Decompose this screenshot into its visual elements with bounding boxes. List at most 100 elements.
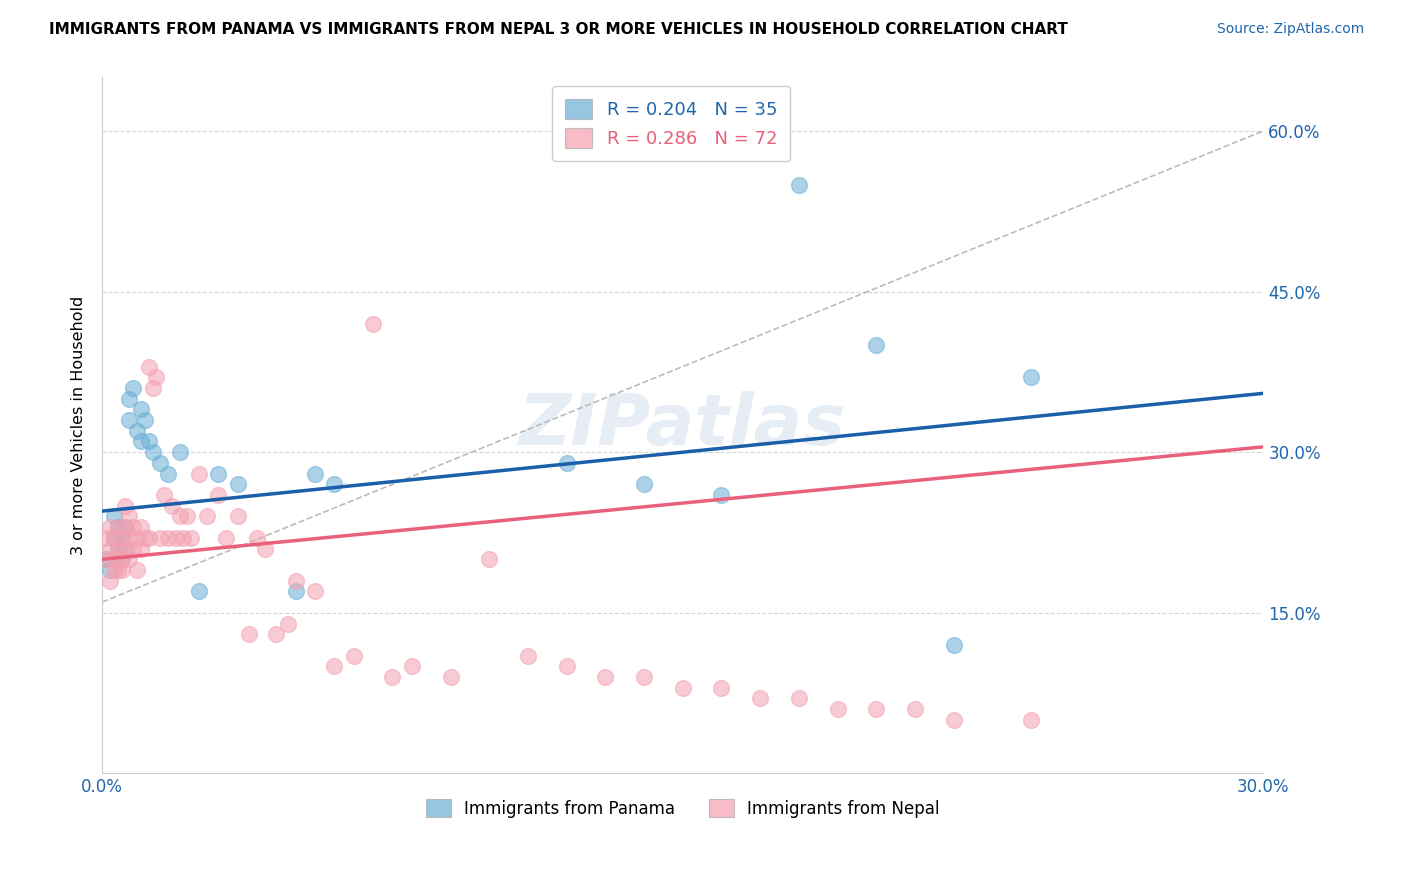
- Point: [138, 359, 160, 374]
- Point: [710, 488, 733, 502]
- Point: [439, 670, 461, 684]
- Point: [226, 477, 249, 491]
- Point: [138, 434, 160, 449]
- Point: [122, 381, 145, 395]
- Point: [710, 681, 733, 695]
- Point: [103, 563, 125, 577]
- Point: [122, 541, 145, 556]
- Point: [238, 627, 260, 641]
- Point: [107, 541, 129, 556]
- Point: [246, 531, 269, 545]
- Point: [122, 520, 145, 534]
- Point: [633, 477, 655, 491]
- Point: [304, 584, 326, 599]
- Point: [787, 691, 810, 706]
- Point: [323, 477, 346, 491]
- Point: [103, 531, 125, 545]
- Point: [207, 488, 229, 502]
- Point: [160, 499, 183, 513]
- Point: [98, 520, 121, 534]
- Point: [169, 509, 191, 524]
- Point: [595, 670, 617, 684]
- Point: [98, 563, 121, 577]
- Point: [110, 563, 132, 577]
- Point: [107, 520, 129, 534]
- Point: [633, 670, 655, 684]
- Point: [165, 531, 187, 545]
- Point: [149, 456, 172, 470]
- Point: [176, 509, 198, 524]
- Point: [103, 531, 125, 545]
- Point: [343, 648, 366, 663]
- Point: [401, 659, 423, 673]
- Point: [94, 552, 117, 566]
- Point: [827, 702, 849, 716]
- Point: [103, 552, 125, 566]
- Point: [865, 702, 887, 716]
- Text: Source: ZipAtlas.com: Source: ZipAtlas.com: [1216, 22, 1364, 37]
- Point: [517, 648, 540, 663]
- Point: [125, 563, 148, 577]
- Point: [253, 541, 276, 556]
- Point: [865, 338, 887, 352]
- Point: [145, 370, 167, 384]
- Text: IMMIGRANTS FROM PANAMA VS IMMIGRANTS FROM NEPAL 3 OR MORE VEHICLES IN HOUSEHOLD : IMMIGRANTS FROM PANAMA VS IMMIGRANTS FRO…: [49, 22, 1069, 37]
- Point: [284, 584, 307, 599]
- Point: [173, 531, 195, 545]
- Point: [134, 531, 156, 545]
- Point: [94, 531, 117, 545]
- Point: [118, 509, 141, 524]
- Point: [118, 413, 141, 427]
- Point: [180, 531, 202, 545]
- Legend: Immigrants from Panama, Immigrants from Nepal: Immigrants from Panama, Immigrants from …: [419, 792, 946, 824]
- Point: [107, 541, 129, 556]
- Point: [141, 445, 163, 459]
- Point: [129, 434, 152, 449]
- Point: [188, 584, 211, 599]
- Point: [188, 467, 211, 481]
- Point: [942, 713, 965, 727]
- Point: [110, 552, 132, 566]
- Point: [323, 659, 346, 673]
- Point: [749, 691, 772, 706]
- Point: [118, 392, 141, 406]
- Point: [110, 531, 132, 545]
- Point: [555, 659, 578, 673]
- Point: [125, 424, 148, 438]
- Point: [266, 627, 288, 641]
- Y-axis label: 3 or more Vehicles in Household: 3 or more Vehicles in Household: [72, 296, 86, 555]
- Point: [361, 317, 384, 331]
- Point: [1019, 370, 1042, 384]
- Point: [138, 531, 160, 545]
- Point: [114, 520, 136, 534]
- Point: [904, 702, 927, 716]
- Point: [672, 681, 695, 695]
- Point: [195, 509, 218, 524]
- Point: [141, 381, 163, 395]
- Point: [942, 638, 965, 652]
- Point: [129, 541, 152, 556]
- Point: [226, 509, 249, 524]
- Point: [215, 531, 238, 545]
- Point: [169, 445, 191, 459]
- Point: [787, 178, 810, 192]
- Point: [555, 456, 578, 470]
- Point: [114, 541, 136, 556]
- Point: [107, 520, 129, 534]
- Point: [129, 520, 152, 534]
- Point: [103, 509, 125, 524]
- Point: [1019, 713, 1042, 727]
- Point: [114, 499, 136, 513]
- Point: [98, 541, 121, 556]
- Point: [107, 563, 129, 577]
- Point: [118, 531, 141, 545]
- Point: [156, 531, 179, 545]
- Point: [381, 670, 404, 684]
- Point: [118, 552, 141, 566]
- Point: [149, 531, 172, 545]
- Point: [156, 467, 179, 481]
- Point: [114, 520, 136, 534]
- Point: [110, 552, 132, 566]
- Text: ZIPatlas: ZIPatlas: [519, 391, 846, 460]
- Point: [98, 574, 121, 588]
